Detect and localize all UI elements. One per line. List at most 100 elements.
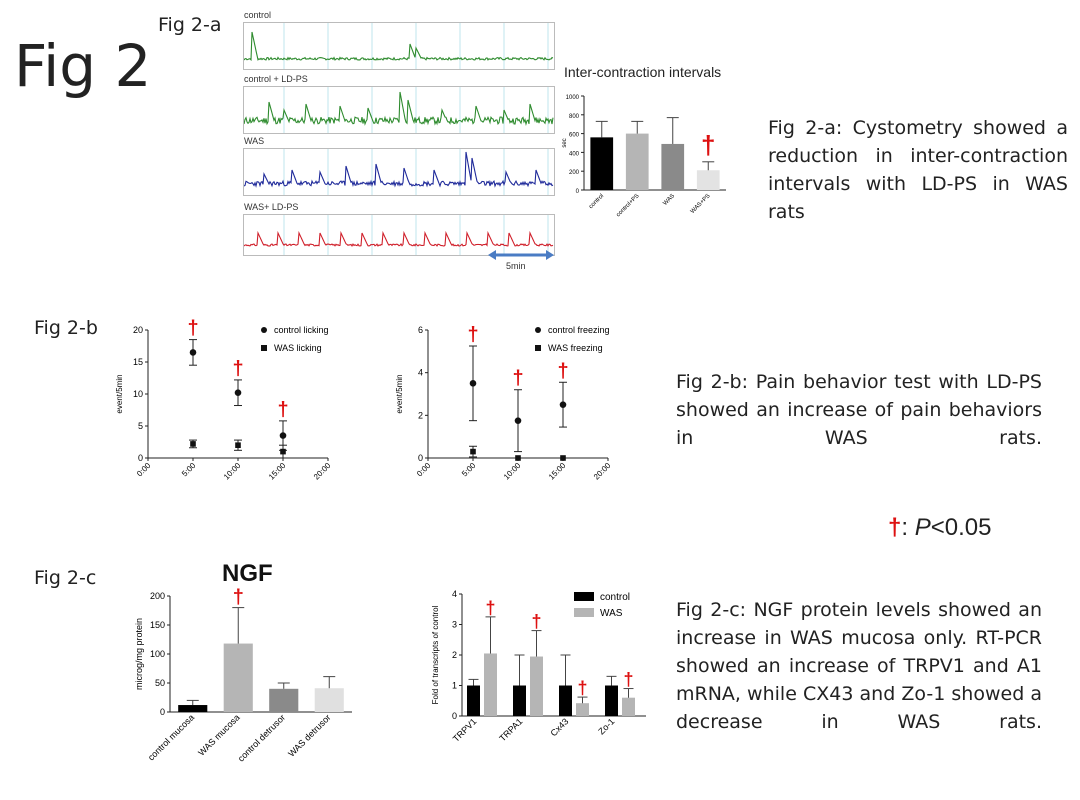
x-tick-label: 10:00 bbox=[502, 461, 523, 482]
trace-control bbox=[243, 22, 555, 70]
data-point bbox=[560, 455, 566, 461]
y-tick-label: 200 bbox=[150, 591, 165, 601]
licking-scatter-chart: 0 5 10 15 20 0:00 5:00 10:00 15:00 20:00 event/5mi… bbox=[115, 318, 333, 482]
y-tick-label: 0 bbox=[160, 707, 165, 717]
bar bbox=[223, 643, 253, 712]
x-tick-label: TRPA1 bbox=[497, 716, 524, 743]
data-point bbox=[515, 455, 521, 461]
bar bbox=[559, 685, 572, 716]
y-axis-label: microg/mg protein bbox=[134, 618, 144, 690]
y-tick-label: 1 bbox=[452, 681, 457, 691]
x-tick-label: 0:00 bbox=[135, 461, 153, 479]
bar bbox=[269, 688, 299, 712]
y-axis-label: Fold of transcripts of control bbox=[431, 605, 440, 704]
x-tick-label: control+PS bbox=[616, 193, 641, 218]
y-tick-label: 200 bbox=[569, 170, 580, 176]
y-tick-label: 0 bbox=[418, 453, 423, 463]
significance-dagger: † bbox=[577, 678, 587, 698]
data-point bbox=[235, 442, 241, 448]
trace-was-ldps bbox=[243, 214, 555, 256]
bar bbox=[484, 653, 497, 716]
x-tick-label: 15:00 bbox=[547, 461, 568, 482]
significance-dagger: † bbox=[701, 130, 715, 160]
significance-threshold: <0.05 bbox=[930, 514, 992, 541]
legend-marker bbox=[535, 327, 541, 333]
x-tick-label: WAS mucosa bbox=[196, 712, 241, 757]
data-point bbox=[559, 401, 567, 408]
y-axis-label: event/5min bbox=[115, 374, 124, 413]
y-tick-label: 15 bbox=[133, 357, 143, 367]
bar bbox=[513, 685, 526, 716]
legend-marker bbox=[261, 327, 267, 333]
bar bbox=[314, 688, 344, 712]
dagger-symbol: † bbox=[888, 514, 902, 541]
data-point bbox=[280, 448, 286, 455]
y-tick-label: 400 bbox=[569, 151, 580, 157]
x-tick-label: 20:00 bbox=[592, 461, 613, 482]
bar bbox=[661, 143, 685, 190]
significance-dagger: † bbox=[232, 358, 243, 380]
panel-b-label: Fig 2-b bbox=[34, 317, 98, 339]
significance-note: †: P<0.05 bbox=[888, 514, 991, 542]
bar bbox=[605, 685, 618, 716]
significance-dagger: † bbox=[467, 324, 478, 346]
ngf-chart-title: NGF bbox=[222, 560, 273, 587]
legend-marker bbox=[535, 345, 541, 351]
legend-swatch bbox=[574, 608, 594, 617]
y-tick-label: 100 bbox=[150, 649, 165, 659]
y-tick-label: 50 bbox=[155, 678, 165, 688]
y-tick-label: 0 bbox=[576, 189, 580, 195]
scale-bar bbox=[488, 250, 554, 260]
x-tick-label: control bbox=[588, 193, 605, 210]
significance-dagger: † bbox=[233, 587, 244, 609]
ngf-bar-chart: 0 50 100 150 200 control mucosa † WAS mucosacon… bbox=[134, 587, 352, 764]
x-tick-label: WAS detrusor bbox=[286, 712, 332, 758]
bar bbox=[576, 703, 589, 716]
bar bbox=[178, 705, 208, 712]
y-axis-label: event/5min bbox=[395, 374, 404, 413]
trace-signal bbox=[243, 151, 554, 188]
data-point bbox=[234, 389, 242, 397]
bar bbox=[625, 133, 649, 190]
panel-c-label: Fig 2-c bbox=[34, 567, 97, 589]
y-tick-label: 4 bbox=[452, 589, 457, 599]
significance-p: P bbox=[914, 514, 931, 541]
legend-label: WAS bbox=[600, 608, 623, 619]
y-tick-label: 20 bbox=[133, 325, 143, 335]
bar bbox=[530, 656, 543, 716]
figure-title: Fig 2 bbox=[14, 32, 152, 100]
x-tick-label: 20:00 bbox=[312, 461, 333, 482]
x-tick-label: WAS+PS bbox=[690, 193, 712, 215]
y-tick-label: 3 bbox=[452, 620, 457, 630]
significance-dagger: † bbox=[512, 368, 523, 390]
legend-swatch bbox=[574, 592, 594, 601]
y-axis-label: sec bbox=[562, 138, 568, 147]
trace-signal bbox=[243, 230, 554, 247]
legend-label: control licking bbox=[274, 325, 329, 335]
y-tick-label: 0 bbox=[452, 711, 457, 721]
x-tick-label: WAS bbox=[662, 193, 676, 207]
data-point bbox=[190, 441, 196, 447]
bar bbox=[696, 170, 720, 190]
data-point bbox=[189, 349, 197, 356]
bar bbox=[467, 685, 480, 716]
data-point bbox=[279, 432, 287, 439]
x-tick-label: 0:00 bbox=[415, 461, 433, 479]
y-tick-label: 0 bbox=[138, 453, 143, 463]
data-point bbox=[469, 380, 477, 387]
y-tick-label: 4 bbox=[418, 368, 423, 378]
y-tick-label: 800 bbox=[569, 114, 580, 120]
x-tick-label: control detrusor bbox=[236, 712, 287, 763]
legend-label: WAS freezing bbox=[548, 343, 603, 353]
x-tick-label: 5:00 bbox=[460, 461, 478, 479]
scale-bar-label: 5min bbox=[506, 261, 526, 271]
y-tick-label: 1000 bbox=[566, 95, 580, 101]
x-tick-label: 10:00 bbox=[222, 461, 243, 482]
legend-label: WAS licking bbox=[274, 343, 322, 353]
cystometry-traces: control control + LD-PS WAS WAS+ LD-PS 5… bbox=[240, 8, 558, 271]
trace-label-was: WAS bbox=[244, 136, 265, 146]
trace-label-control: control bbox=[244, 10, 272, 20]
significance-dagger: † bbox=[557, 360, 568, 382]
trace-signal bbox=[243, 31, 554, 62]
significance-dagger: † bbox=[531, 612, 541, 632]
